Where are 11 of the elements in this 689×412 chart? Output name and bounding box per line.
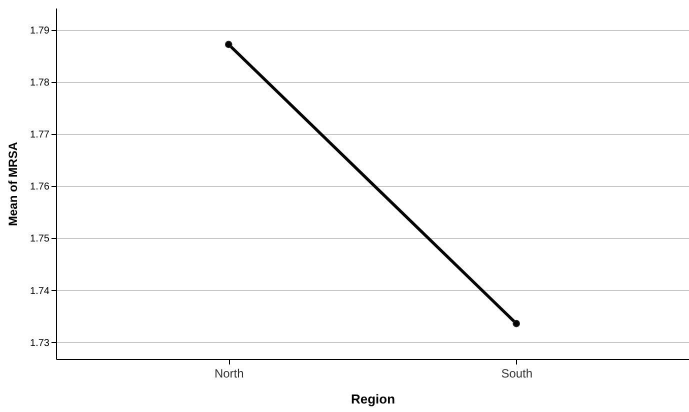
x-tick-label: North [214,366,244,380]
y-tick-label: 1.79 [30,25,50,36]
y-tick-label: 1.74 [30,286,50,297]
y-tick-label: 1.76 [30,182,50,193]
y-tick-label: 1.78 [30,77,50,88]
x-axis-title: Region [350,392,396,406]
x-tick-label: South [501,366,533,380]
y-tick-label: 1.75 [30,234,50,245]
y-axis-title: Mean of MRSA [6,142,20,226]
y-tick-label: 1.77 [30,130,50,141]
y-tick-label: 1.73 [30,338,50,349]
